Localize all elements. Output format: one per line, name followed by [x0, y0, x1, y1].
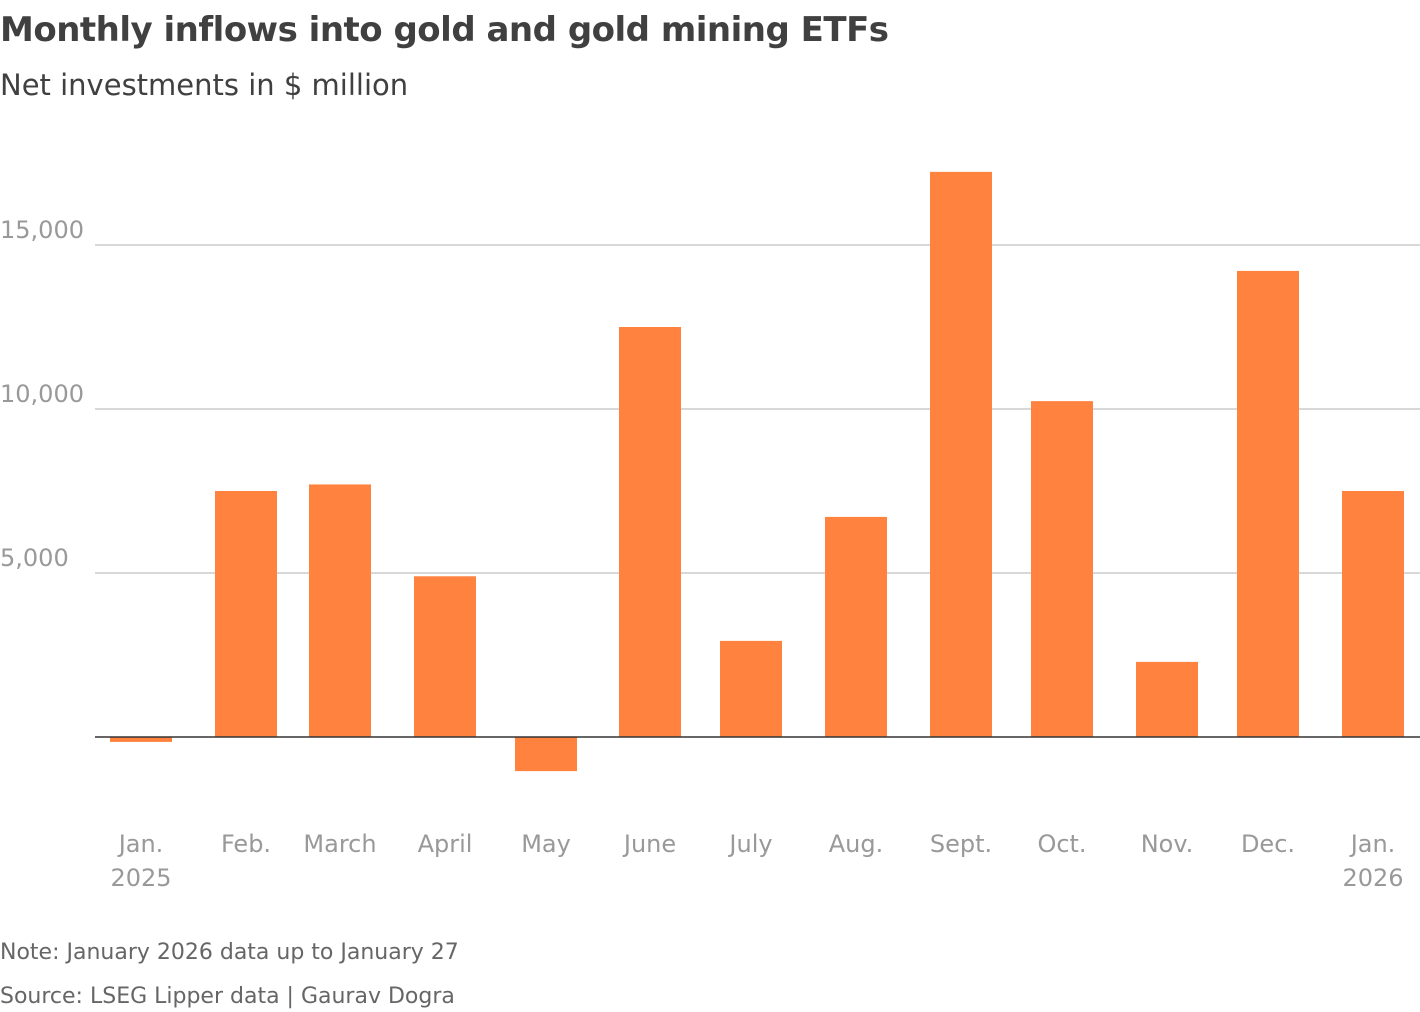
- bar: [1342, 491, 1404, 737]
- x-tick-label: Oct.: [1037, 830, 1086, 858]
- bar: [1031, 401, 1093, 737]
- bar-chart: 5,000 10,000 15,000 Jan. 2025 Feb. March April M…: [0, 171, 1420, 892]
- bar: [309, 484, 371, 737]
- chart-title: Monthly inflows into gold and gold minin…: [0, 10, 889, 50]
- y-tick-label: 10,000: [0, 380, 84, 408]
- bar: [215, 491, 277, 737]
- x-tick-label: Feb.: [221, 830, 271, 858]
- y-tick-label: 15,000: [0, 216, 84, 244]
- bar: [1136, 661, 1198, 737]
- x-tick-label: Dec.: [1241, 830, 1295, 858]
- x-tick-label: Jan.: [1349, 830, 1396, 858]
- x-tick-label: Aug.: [829, 830, 884, 858]
- bar: [414, 576, 476, 737]
- x-tick-label: May: [521, 830, 571, 858]
- x-tick-label: Sept.: [930, 830, 992, 858]
- bar: [1237, 270, 1299, 737]
- x-tick-label: April: [418, 830, 473, 858]
- x-tick-label: 2025: [110, 864, 171, 892]
- chart-note: Note: January 2026 data up to January 27: [0, 940, 459, 965]
- chart-subtitle: Net investments in $ million: [0, 68, 409, 102]
- bar: [619, 327, 681, 737]
- y-tick-label: 5,000: [0, 544, 69, 572]
- x-tick-label: Jan.: [117, 830, 164, 858]
- x-tick-label: March: [303, 830, 376, 858]
- bar: [110, 737, 172, 742]
- bar: [930, 171, 992, 737]
- x-tick-label: July: [727, 830, 772, 858]
- x-tick-label: Nov.: [1141, 830, 1194, 858]
- x-tick-label: June: [622, 830, 676, 858]
- x-tick-label: 2026: [1342, 864, 1403, 892]
- bar: [720, 640, 782, 737]
- bar: [515, 737, 577, 772]
- chart-source: Source: LSEG Lipper data | Gaurav Dogra: [0, 984, 455, 1009]
- bar: [825, 516, 887, 737]
